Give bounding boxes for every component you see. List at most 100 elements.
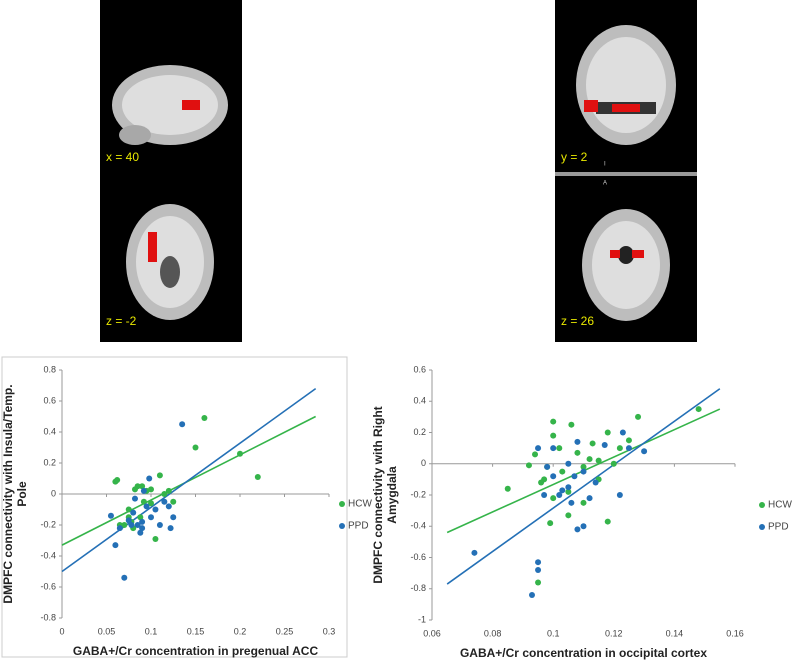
legend-label: HCW — [768, 500, 792, 511]
point — [635, 413, 642, 420]
point — [134, 522, 141, 528]
x-tick-label: 0.15 — [187, 626, 205, 636]
point — [565, 488, 572, 495]
point — [547, 520, 554, 527]
point — [619, 429, 626, 436]
point — [107, 512, 114, 519]
legend-label: PPD — [348, 521, 369, 532]
point — [192, 444, 199, 451]
point — [152, 506, 159, 513]
point — [595, 457, 602, 464]
y-tick-label: -0.4 — [40, 550, 56, 560]
point — [586, 456, 593, 463]
x-axis-label: GABA+/Cr concentration in pregenual ACC — [73, 644, 319, 658]
point — [125, 506, 132, 513]
point — [580, 463, 587, 470]
point — [559, 468, 566, 475]
fit-line — [61, 387, 317, 573]
point — [580, 523, 587, 530]
point — [152, 535, 159, 542]
point — [148, 500, 154, 507]
point — [592, 479, 599, 486]
y-tick-label: -0.6 — [40, 581, 56, 591]
point — [550, 473, 557, 480]
point — [550, 445, 557, 452]
point — [161, 491, 168, 497]
point — [568, 421, 575, 428]
point — [130, 509, 137, 516]
point — [201, 415, 208, 422]
point — [559, 487, 566, 494]
y-tick-label: -0.6 — [410, 552, 426, 562]
x-tick-label: 0.14 — [666, 628, 684, 638]
point — [146, 475, 153, 482]
y-tick-label: -0.2 — [410, 489, 426, 499]
y-axis-label: Amygdala — [385, 466, 399, 524]
point — [580, 468, 587, 475]
legend-label: PPD — [768, 522, 789, 533]
point — [170, 498, 177, 505]
point — [137, 514, 144, 521]
point — [139, 518, 146, 525]
point — [504, 485, 511, 492]
point — [121, 574, 128, 581]
point — [544, 463, 551, 470]
point — [571, 473, 578, 480]
point — [471, 549, 478, 556]
point — [535, 567, 542, 573]
legend-marker — [759, 524, 765, 530]
y-tick-label: 0.2 — [43, 457, 56, 467]
x-tick-label: 0.16 — [726, 628, 744, 638]
point — [114, 477, 121, 484]
point — [616, 445, 623, 452]
point — [128, 522, 135, 528]
y-tick-label: 0.2 — [413, 427, 426, 437]
coronal-slice — [576, 25, 676, 145]
y-tick-label: 0.8 — [43, 364, 56, 374]
point — [541, 492, 548, 498]
point — [641, 448, 648, 455]
legend-marker — [759, 502, 765, 508]
point — [604, 429, 611, 436]
point — [580, 499, 587, 506]
y-axis-label: DMPFC connectivity with Insula/Temp. — [1, 384, 15, 603]
point — [586, 495, 593, 502]
point — [535, 559, 542, 566]
point — [125, 517, 132, 524]
point — [589, 440, 596, 447]
point — [165, 503, 172, 510]
y-tick-label: 0.4 — [43, 426, 56, 436]
axial-slice — [126, 204, 214, 320]
y-tick-label: 0 — [421, 458, 426, 468]
point — [535, 445, 542, 452]
legend-marker — [339, 523, 345, 529]
point — [568, 499, 575, 506]
point — [139, 483, 146, 490]
x-tick-label: 0.08 — [484, 628, 502, 638]
y-axis-label: Pole — [15, 481, 29, 507]
y-tick-label: -0.8 — [410, 583, 426, 593]
point — [625, 437, 632, 444]
point — [156, 472, 163, 479]
point — [116, 525, 123, 532]
y-tick-label: 0.6 — [43, 395, 56, 405]
point — [134, 483, 141, 490]
point — [535, 579, 542, 586]
point — [550, 495, 557, 502]
point — [156, 522, 163, 528]
point — [254, 473, 261, 480]
point — [165, 487, 172, 494]
point — [625, 445, 632, 452]
point — [565, 460, 572, 467]
slice-label: z = 26 — [561, 314, 594, 328]
point — [556, 445, 563, 452]
point — [137, 529, 144, 536]
point — [574, 438, 581, 445]
x-tick-label: 0.05 — [98, 626, 116, 636]
point — [139, 525, 146, 532]
point — [695, 406, 702, 413]
point — [565, 484, 572, 491]
y-tick-label: -0.2 — [40, 519, 56, 529]
point — [121, 522, 128, 528]
y-axis-label: DMPFC connectivity with Right — [371, 406, 385, 583]
